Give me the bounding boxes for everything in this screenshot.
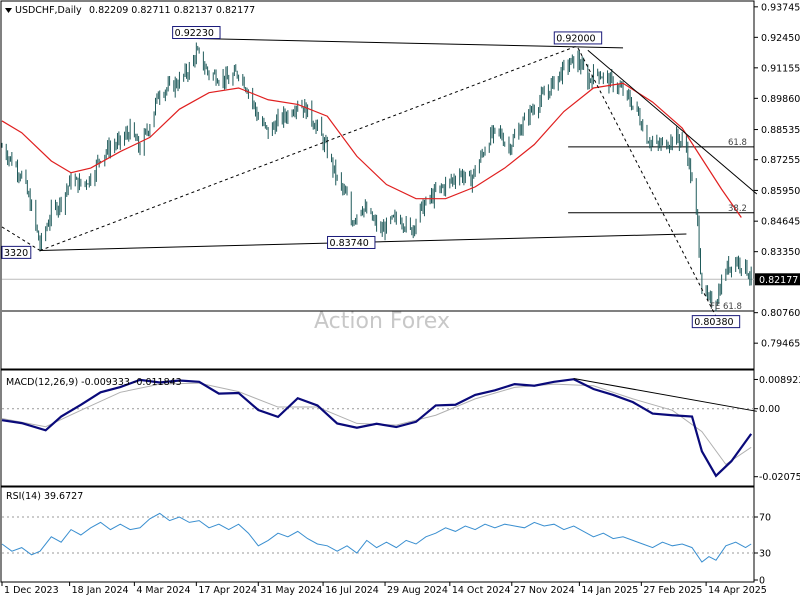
price-axis-tick-label: 0.85950 (761, 186, 800, 197)
x-axis-tick-label: 17 Apr 2024 (198, 585, 257, 596)
dashed-trendline (1, 226, 41, 251)
price-annotation-box (1, 245, 32, 259)
price-annotation-box (172, 26, 221, 40)
rsi-axis-tick-label: 30 (759, 549, 771, 560)
price-axis-tick-label: 0.89860 (761, 94, 800, 105)
chart-frame (0, 0, 755, 583)
x-axis-tick-label: 4 Mar 2024 (136, 585, 190, 596)
price-annotation-label: 0.92230 (175, 28, 214, 39)
price-panel: 61.8 38.2 FE 61.8 0.92230 0.92000 0.83740 3320… (1, 26, 758, 329)
last-price-label: 0.82177 (759, 275, 798, 286)
x-axis-tick-label: 31 May 2024 (260, 585, 322, 596)
price-axis-tick-label: 0.79465 (761, 339, 800, 350)
x-axis-tick-label: 18 Jan 2024 (72, 585, 129, 596)
fib-level-label: FE 61.8 (710, 302, 742, 312)
price-annotation-label: 0.83740 (330, 238, 369, 249)
x-axis-tick-label: 16 Jul 2024 (325, 585, 379, 596)
macd-trendline (573, 378, 757, 412)
rsi-panel (1, 512, 752, 563)
price-axis-tick-label: 0.83350 (761, 247, 800, 258)
x-axis-tick-label: 1 Dec 2023 (4, 585, 59, 596)
grid-lines (2, 408, 754, 554)
x-axis-tick-label: 14 Oct 2024 (452, 585, 511, 596)
fib-level-label: 38.2 (728, 204, 747, 214)
macd-panel (1, 378, 757, 478)
price-axis-tick-label: 0.93745 (761, 2, 800, 13)
price-axis-tick-label: 0.91155 (761, 63, 800, 74)
price-axis-tick-label: 0.84645 (761, 217, 800, 228)
rsi-panel-border (0, 486, 755, 583)
x-axis-tick-label: 29 Aug 2024 (387, 585, 448, 596)
fib-level-label: 61.8 (728, 138, 747, 148)
macd-axis-tick-label: 0.008923 (759, 375, 800, 386)
last-price-box (755, 273, 800, 286)
price-annotation-box (553, 31, 603, 45)
rsi-line (1, 512, 752, 563)
trendline (196, 38, 624, 49)
watermark-text: Action Forex (314, 309, 450, 334)
macd-panel-border (0, 369, 755, 487)
rsi-axis-tick-label: 70 (759, 513, 771, 524)
x-axis-tick-label: 14 Jan 2025 (581, 585, 638, 596)
price-axis-tick-label: 0.87255 (761, 155, 800, 166)
price-header-ohlc: 0.82209 0.82711 0.82137 0.82177 (89, 5, 255, 16)
price-header-symbol: USDCHF,Daily (15, 5, 82, 16)
price-annotation-box (691, 315, 741, 329)
price-annotation-box (327, 235, 376, 249)
price-axis-tick-label: 0.92450 (761, 33, 800, 44)
price-annotation-label: 0.92000 (556, 33, 595, 44)
trendline (587, 49, 758, 195)
x-axis-tick-label: 27 Nov 2024 (514, 585, 575, 596)
price-annotation-label: 0.80380 (694, 317, 733, 328)
price-axis-tick-label: 0.80760 (761, 308, 800, 319)
macd-signal-line (1, 382, 752, 466)
price-axis-tick-label: 0.88535 (761, 125, 800, 136)
macd-axis-tick-label: 0.00 (759, 404, 780, 415)
collapse-triangle-icon[interactable] (5, 8, 12, 13)
x-axis-tick-label: 14 Apr 2025 (708, 585, 767, 596)
macd-axis-tick-label: -0.020759 (759, 472, 800, 483)
rsi-axis-tick-label: 0 (759, 576, 765, 587)
rsi-header: RSI(14) 39.6727 (6, 491, 83, 502)
macd-line (1, 378, 753, 478)
price-annotation-label: 3320 (4, 248, 28, 259)
price-panel-border (0, 0, 755, 370)
dashed-trendline (577, 47, 717, 317)
macd-header: MACD(12,26,9) -0.009333 -0.011843 (6, 377, 182, 388)
x-axis-tick-label: 27 Feb 2025 (643, 585, 702, 596)
